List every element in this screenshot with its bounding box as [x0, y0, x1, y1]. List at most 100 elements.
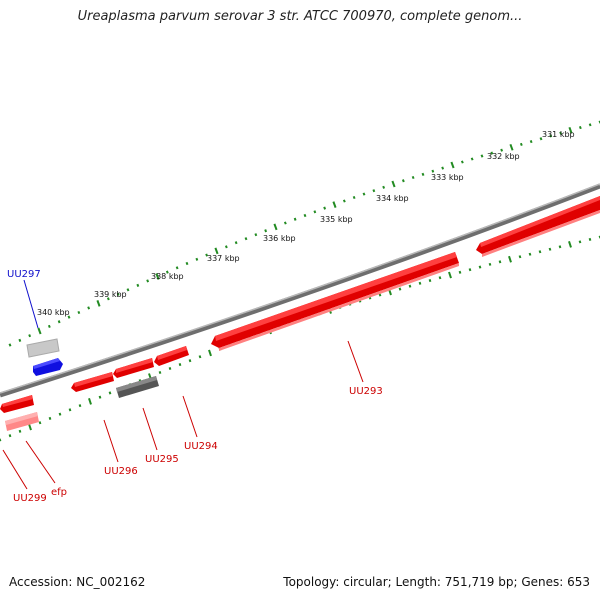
tick-label-333: 333 kbp	[431, 173, 464, 182]
outer-minor-tick	[480, 154, 484, 158]
tick-labels: 340 kbp 339 kbp 338 kbp 337 kbp 336 kbp …	[37, 130, 575, 317]
outer-minor-tick	[8, 343, 12, 347]
inner-major-tick	[448, 271, 452, 279]
gene-label-uu293[interactable]: UU293	[349, 386, 383, 397]
outer-minor-tick	[500, 148, 504, 152]
gene-uu294[interactable]	[154, 346, 189, 366]
outer-minor-tick	[126, 288, 130, 292]
outer-minor-tick	[185, 261, 189, 266]
genome-backbone	[0, 183, 600, 398]
tick-label-334: 334 kbp	[376, 194, 409, 203]
inner-major-tick	[28, 423, 32, 431]
outer-minor-tick	[303, 213, 307, 218]
uu297-connector	[23, 279, 39, 329]
outer-minor-tick	[57, 320, 61, 324]
outer-minor-tick	[323, 206, 327, 210]
inner-minor-tick	[18, 429, 22, 433]
inner-minor-tick	[528, 252, 532, 256]
outer-minor-tick	[431, 169, 435, 173]
outer-minor-tick	[146, 279, 150, 283]
gene-uu297[interactable]	[33, 358, 63, 376]
outer-minor-tick	[175, 266, 179, 270]
outer-minor-tick	[67, 315, 71, 319]
inner-minor-tick	[488, 262, 492, 266]
outer-minor-tick	[283, 221, 287, 225]
gene-uu293[interactable]	[211, 252, 459, 351]
gene-label-uu297[interactable]: UU297	[7, 269, 41, 280]
outer-minor-tick	[293, 217, 297, 221]
outer-minor-tick	[529, 140, 533, 144]
inner-minor-tick	[178, 362, 182, 367]
outer-major-tick	[450, 161, 455, 169]
gene-label-uu294[interactable]: UU294	[184, 441, 218, 452]
outer-major-tick	[509, 143, 514, 151]
inner-minor-tick	[108, 391, 112, 395]
uu299-connector	[2, 449, 28, 490]
outer-minor-tick	[313, 210, 317, 214]
outer-minor-tick	[342, 199, 346, 203]
inner-minor-tick	[158, 370, 162, 375]
tick-label-332: 332 kbp	[487, 152, 520, 161]
inner-major-tick	[208, 349, 212, 357]
accession-text: Accession: NC_002162	[9, 575, 146, 589]
tick-label-339: 339 kbp	[94, 290, 127, 299]
uu293-connector	[347, 340, 364, 383]
inner-minor-tick	[478, 265, 482, 269]
gene-label-uu299[interactable]: UU299	[13, 493, 47, 504]
outer-minor-tick	[264, 229, 268, 233]
uu296-connector	[103, 419, 119, 463]
outer-minor-tick	[411, 175, 415, 180]
inner-minor-tick	[58, 412, 62, 416]
outer-minor-tick	[116, 292, 120, 296]
genome-summary-text: Topology: circular; Length: 751,719 bp; …	[283, 575, 590, 589]
gene-label-uu295[interactable]: UU295	[145, 454, 179, 465]
outer-tick-track	[8, 120, 600, 347]
gene-label-efp[interactable]: efp	[51, 487, 67, 498]
inner-minor-tick	[8, 434, 12, 438]
outer-minor-tick	[106, 297, 110, 301]
outer-minor-tick	[588, 123, 592, 127]
outer-minor-tick	[47, 324, 51, 328]
inner-tick-track	[0, 235, 600, 442]
tick-label-331: 331 kbp	[542, 130, 575, 139]
tick-label-337: 337 kbp	[207, 254, 240, 263]
tick-label-338: 338 kbp	[151, 272, 184, 281]
inner-minor-tick	[38, 421, 42, 425]
inner-major-tick	[88, 397, 92, 405]
gene-label-uu296[interactable]: UU296	[104, 466, 138, 477]
inner-minor-tick	[378, 293, 382, 297]
gene-uu296[interactable]	[71, 372, 114, 392]
outer-major-tick	[332, 201, 337, 208]
outer-minor-tick	[470, 157, 474, 161]
inner-minor-tick	[168, 366, 172, 371]
gene-uu292[interactable]	[476, 196, 600, 257]
outer-minor-tick	[372, 189, 376, 193]
gene-uu295[interactable]	[116, 376, 159, 398]
gene-uu297-shadow[interactable]	[26, 338, 60, 358]
inner-minor-tick	[68, 408, 72, 412]
gene-uu299[interactable]	[0, 395, 34, 413]
outer-minor-tick	[362, 192, 366, 196]
outer-minor-tick	[254, 233, 258, 237]
outer-minor-tick	[136, 283, 140, 287]
inner-minor-tick	[498, 260, 502, 264]
inner-minor-tick	[588, 237, 592, 242]
gene-efp[interactable]	[5, 412, 39, 431]
outer-major-tick	[391, 180, 396, 188]
outer-minor-tick	[421, 172, 425, 176]
outer-major-tick	[155, 273, 160, 280]
outer-minor-tick	[382, 185, 386, 189]
outer-minor-tick	[28, 334, 32, 338]
gene-uu295-upper[interactable]	[113, 358, 154, 378]
tick-label-340: 340 kbp	[37, 308, 70, 317]
inner-minor-tick	[468, 268, 472, 272]
outer-minor-tick	[490, 151, 494, 155]
inner-major-tick	[568, 240, 572, 248]
outer-major-tick	[214, 247, 219, 255]
outer-minor-tick	[244, 237, 248, 241]
inner-minor-tick	[48, 416, 52, 421]
tick-label-335: 335 kbp	[320, 215, 353, 224]
inner-minor-tick	[578, 240, 582, 244]
outer-minor-tick	[578, 125, 582, 130]
